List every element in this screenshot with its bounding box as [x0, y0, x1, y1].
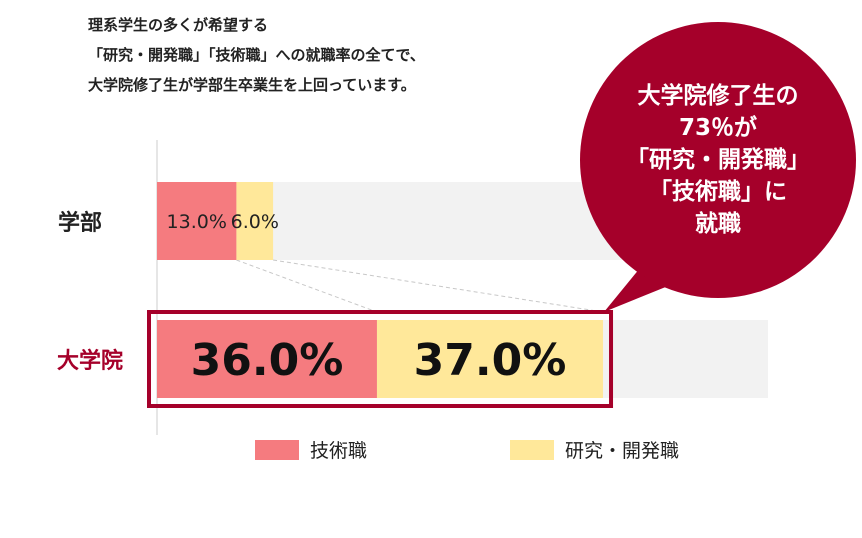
intro-line-1: 理系学生の多くが希望する	[88, 16, 269, 34]
callout-line-3: 「研究・開発職」	[626, 146, 810, 173]
category-label-undergrad: 学部	[58, 210, 102, 236]
bar-graduate-tech	[157, 320, 377, 398]
intro-line-2: 「研究・開発職」「技術職」への就職率の全てで、	[88, 46, 425, 64]
data-label-graduate-rd: 37.0%	[414, 335, 567, 386]
callout-line-2: 73％が	[679, 114, 757, 141]
connector-line-left	[236, 259, 378, 313]
bar-graduate-rd	[376, 320, 604, 398]
legend: 技術職 研究・開発職	[255, 440, 679, 462]
legend-swatch-rd	[510, 440, 554, 460]
intro-line-3: 大学院修了生が学部生卒業生を上回っています。	[88, 76, 416, 94]
legend-label-tech: 技術職	[310, 440, 367, 462]
callout-bubble: 大学院修了生の 73％が 「研究・開発職」 「技術職」に 就職	[580, 22, 856, 312]
intro-text: 理系学生の多くが希望する 「研究・開発職」「技術職」への就職率の全てで、 大学院…	[88, 10, 548, 100]
callout-line-4: 「技術職」に	[649, 178, 787, 205]
bar-undergrad-rd	[236, 182, 274, 260]
legend-label-rd: 研究・開発職	[565, 440, 679, 462]
legend-swatch-tech	[255, 440, 299, 460]
callout-line-5: 就職	[695, 210, 741, 237]
bar-undergrad-tech	[157, 182, 237, 260]
data-label-graduate-tech: 36.0%	[191, 335, 344, 386]
graduate-highlight-frame	[147, 310, 614, 408]
connector-line-right	[273, 259, 604, 313]
category-label-graduate: 大学院	[57, 348, 123, 374]
callout-circle	[580, 22, 856, 298]
callout-line-1: 大学院修了生の	[638, 82, 799, 109]
data-label-undergrad-tech: 13.0%	[167, 211, 227, 233]
data-label-undergrad-rd: 6.0%	[231, 211, 279, 233]
